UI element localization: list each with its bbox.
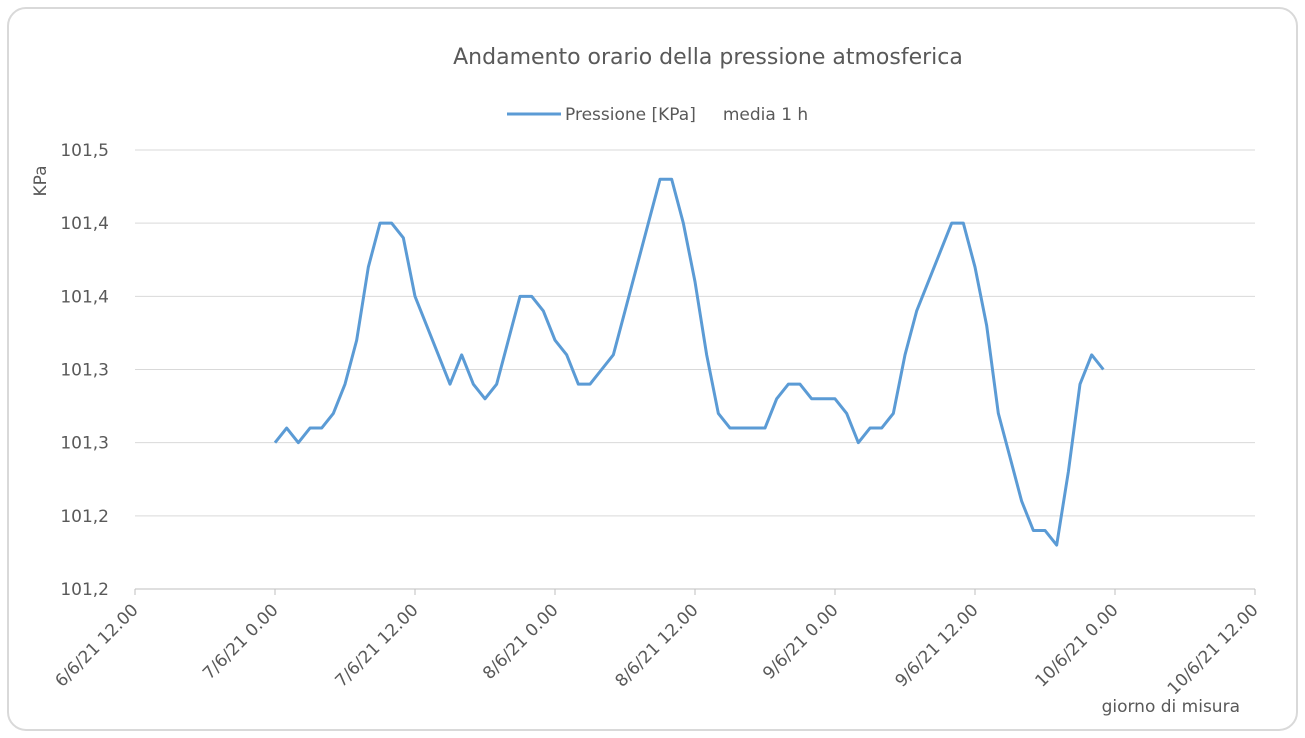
y-tick-label: 101,2 <box>60 580 109 600</box>
y-tick-label: 101,3 <box>60 434 109 454</box>
legend-label: Pressione [KPa] media 1 h <box>565 105 808 125</box>
y-tick-label: 101,5 <box>60 141 109 161</box>
x-axis-label: giorno di misura <box>1102 697 1240 717</box>
y-tick-label: 101,4 <box>60 214 109 234</box>
y-axis-label: KPa <box>31 165 51 196</box>
line-series <box>273 177 1105 547</box>
chart-title: Andamento orario della pressione atmosfe… <box>453 45 963 70</box>
y-tick-label: 101,3 <box>60 361 109 381</box>
y-tick-label: 101,4 <box>60 287 109 307</box>
y-tick-label: 101,2 <box>60 507 109 527</box>
